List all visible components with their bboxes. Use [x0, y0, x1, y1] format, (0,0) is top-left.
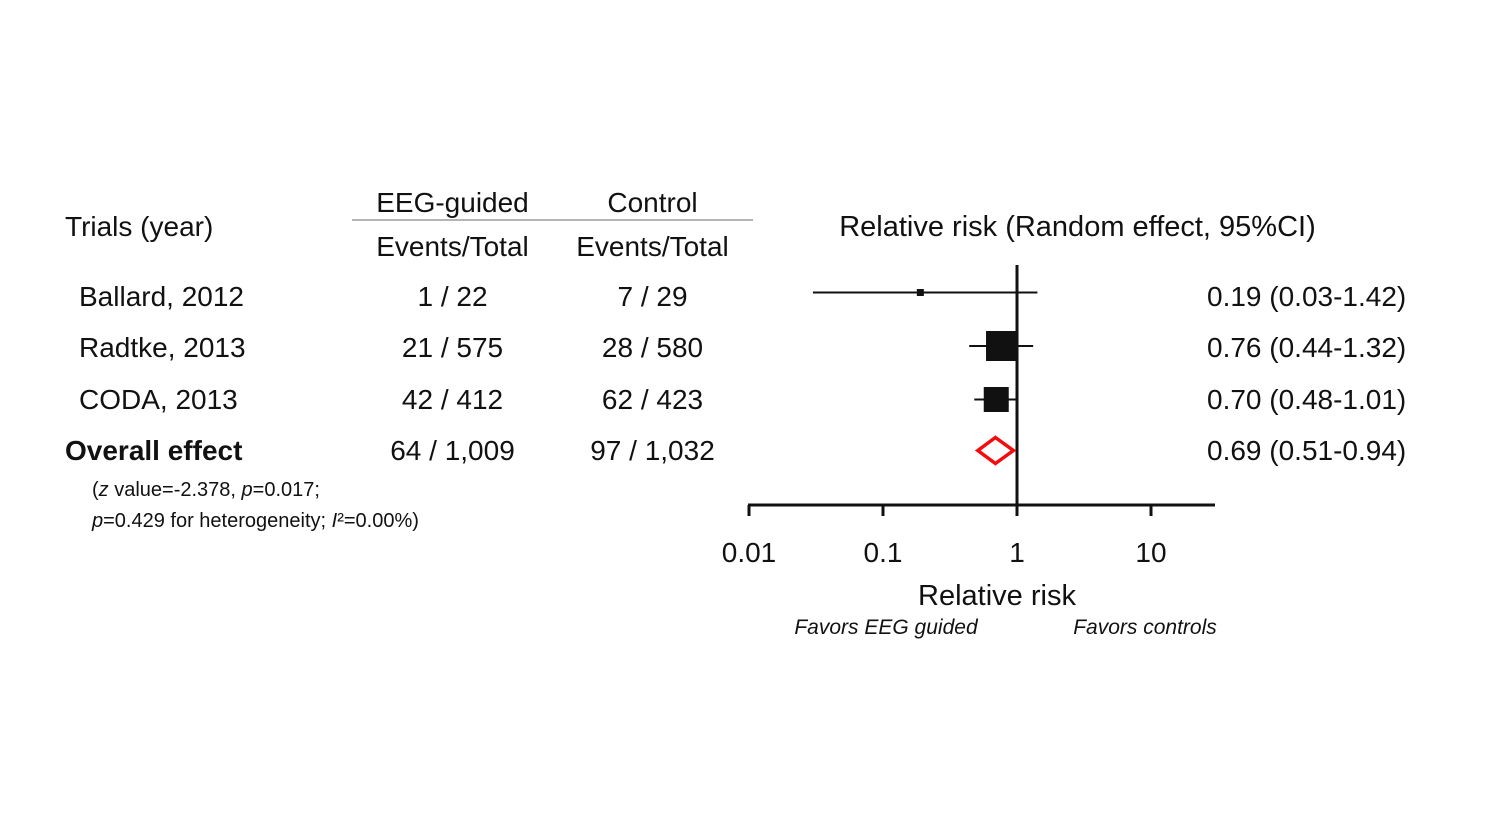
eeg-events-total-value: 42 / 412: [401, 384, 504, 415]
eeg-events-total-value: 1 / 22: [417, 281, 488, 312]
trial-name: CODA, 2013: [79, 384, 238, 415]
x-tick-label: 0.01: [721, 537, 777, 568]
subheader-control-events-total: Events/Total: [576, 231, 729, 262]
relative-risk-ci-text: 0.76 (0.44-1.32): [1207, 332, 1407, 363]
point-estimate-square: [916, 289, 924, 296]
x-tick-label: 10: [1135, 537, 1167, 568]
trial-name: Ballard, 2012: [79, 281, 245, 312]
overall-effect-diamond: [974, 435, 1017, 466]
header-divider-rule: [352, 219, 753, 221]
favors-right-label: Favors controls: [1073, 616, 1217, 639]
column-header-trials: Trials (year): [65, 211, 214, 242]
relative-risk-ci-text: 0.19 (0.03-1.42): [1207, 281, 1407, 312]
favors-left-label: Favors EEG guided: [794, 616, 978, 639]
relative-risk-ci-text: 0.70 (0.48-1.01): [1207, 384, 1407, 415]
x-tick-label: 1: [1009, 537, 1025, 568]
x-axis-label: Relative risk: [918, 580, 1076, 612]
subheader-eeg-events-total: Events/Total: [376, 231, 529, 262]
overall-eeg-events-total: 64 / 1,009: [390, 435, 515, 466]
trial-name: Radtke, 2013: [79, 332, 246, 363]
footnote-z-p-values: (z value=-2.378, p=0.017;: [92, 479, 320, 501]
x-tick-label: 0.1: [863, 537, 903, 568]
point-estimate-square: [986, 331, 1017, 361]
plot-title: Relative risk (Random effect, 95%CI): [839, 211, 1316, 243]
overall-effect-label: Overall effect: [65, 435, 243, 466]
column-header-eeg-guided: EEG-guided: [376, 187, 529, 218]
overall-relative-risk-ci-text: 0.69 (0.51-0.94): [1207, 435, 1407, 466]
eeg-events-total-value: 21 / 575: [401, 332, 504, 363]
footnote-heterogeneity: p=0.429 for heterogeneity; I²=0.00%): [92, 510, 419, 532]
point-estimate-square: [983, 387, 1009, 412]
overall-control-events-total: 97 / 1,032: [590, 435, 715, 466]
control-events-total-value: 62 / 423: [601, 384, 704, 415]
control-events-total-value: 28 / 580: [601, 332, 704, 363]
control-events-total-value: 7 / 29: [617, 281, 688, 312]
column-header-control: Control: [607, 187, 698, 218]
